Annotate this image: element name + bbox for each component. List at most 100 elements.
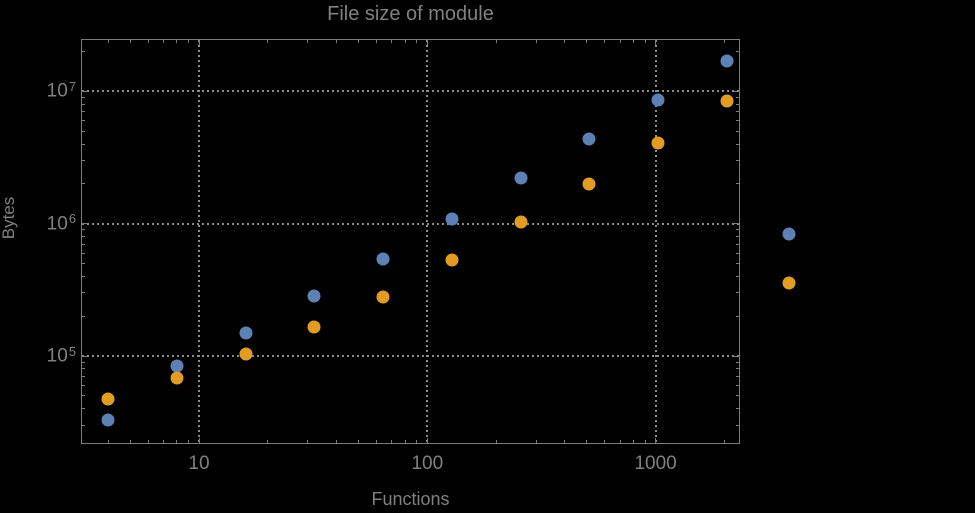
axis-tick [736, 375, 739, 377]
axis-tick [82, 51, 85, 53]
axis-tick [736, 183, 739, 185]
axis-tick [163, 440, 165, 443]
axis-tick [736, 395, 739, 397]
axis-tick [426, 438, 428, 443]
axis-tick [176, 40, 178, 43]
axis-tick [188, 440, 190, 443]
gridline-y-1e7 [82, 90, 739, 93]
data-point-series-1-blue [307, 289, 321, 303]
data-point-series-1-blue [582, 132, 596, 146]
axis-tick [107, 40, 109, 43]
axis-tick [619, 440, 621, 443]
axis-tick [734, 355, 739, 357]
axis-tick [82, 130, 85, 132]
axis-tick [82, 361, 85, 363]
axis-tick [147, 40, 149, 43]
axis-tick [586, 440, 588, 443]
axis-tick [655, 438, 657, 443]
gridline-x-10 [198, 40, 200, 443]
axis-tick [82, 120, 85, 122]
axis-tick [82, 236, 85, 238]
axis-tick [82, 96, 85, 98]
axis-tick [335, 40, 337, 43]
x-tick-label: 1000 [634, 453, 677, 474]
axis-tick [307, 40, 309, 43]
axis-tick [586, 40, 588, 43]
data-point-series-2-orange [445, 253, 459, 267]
axis-tick [198, 40, 200, 45]
axis-tick [176, 440, 178, 443]
axis-tick [736, 243, 739, 245]
data-point-series-1-blue [720, 54, 734, 68]
axis-tick [644, 40, 646, 43]
axis-tick [82, 275, 85, 277]
axis-tick [82, 229, 85, 231]
axis-tick [736, 103, 739, 105]
y-tick-label: 107 [46, 78, 76, 102]
axis-tick [736, 424, 739, 426]
data-point-series-1-blue [101, 413, 115, 427]
axis-tick [416, 40, 418, 43]
axis-tick [358, 440, 360, 443]
axis-tick [82, 263, 85, 265]
axis-tick [734, 223, 739, 225]
data-point-series-1-blue [445, 212, 459, 226]
axis-tick [736, 275, 739, 277]
axis-tick [655, 40, 657, 45]
axis-tick [82, 355, 87, 357]
axis-tick [736, 252, 739, 254]
axis-tick [82, 243, 85, 245]
axis-tick [632, 40, 634, 43]
axis-tick [404, 440, 406, 443]
data-point-series-1-blue [514, 171, 527, 185]
axis-tick [736, 229, 739, 231]
axis-tick [736, 51, 739, 53]
axis-tick [376, 440, 378, 443]
axis-tick [82, 408, 85, 410]
data-point-series-1-blue [782, 227, 796, 241]
axis-tick [736, 368, 739, 370]
y-tick-exponent: 6 [68, 211, 76, 227]
axis-tick [82, 424, 85, 426]
axis-tick [535, 40, 537, 43]
axis-tick [391, 40, 393, 43]
axis-tick [82, 183, 85, 185]
axis-tick [736, 111, 739, 113]
axis-tick [736, 292, 739, 294]
axis-tick [82, 395, 85, 397]
data-point-series-1-blue [170, 359, 184, 373]
data-point-series-1-blue [651, 93, 665, 107]
axis-tick [129, 40, 131, 43]
axis-tick [604, 440, 606, 443]
axis-tick [82, 103, 85, 105]
axis-tick [736, 96, 739, 98]
axis-tick [82, 90, 87, 92]
axis-tick [736, 130, 739, 132]
y-tick-exponent: 5 [68, 343, 76, 359]
axis-tick [723, 40, 725, 43]
y-tick-label: 105 [46, 343, 76, 367]
axis-tick [82, 252, 85, 254]
axis-tick [736, 143, 739, 145]
axis-tick [495, 440, 497, 443]
axis-tick [564, 40, 566, 43]
axis-tick [736, 263, 739, 265]
axis-tick [129, 440, 131, 443]
axis-tick [391, 440, 393, 443]
axis-tick [604, 40, 606, 43]
axis-tick [267, 440, 269, 443]
data-point-series-2-orange [582, 177, 596, 191]
axis-tick [632, 440, 634, 443]
axis-tick [734, 90, 739, 92]
data-point-series-1-blue [376, 252, 390, 266]
axis-tick [736, 120, 739, 122]
axis-tick [426, 40, 428, 45]
data-point-series-2-orange [239, 347, 253, 361]
axis-tick [82, 368, 85, 370]
data-point-series-2-orange [170, 371, 184, 385]
axis-tick [267, 40, 269, 43]
axis-tick [416, 440, 418, 443]
axis-tick [163, 40, 165, 43]
data-point-series-2-orange [651, 136, 665, 150]
